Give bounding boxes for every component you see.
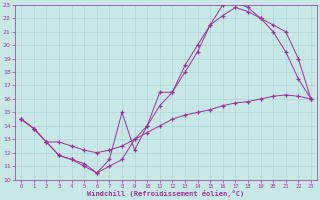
X-axis label: Windchill (Refroidissement éolien,°C): Windchill (Refroidissement éolien,°C): [87, 190, 245, 197]
